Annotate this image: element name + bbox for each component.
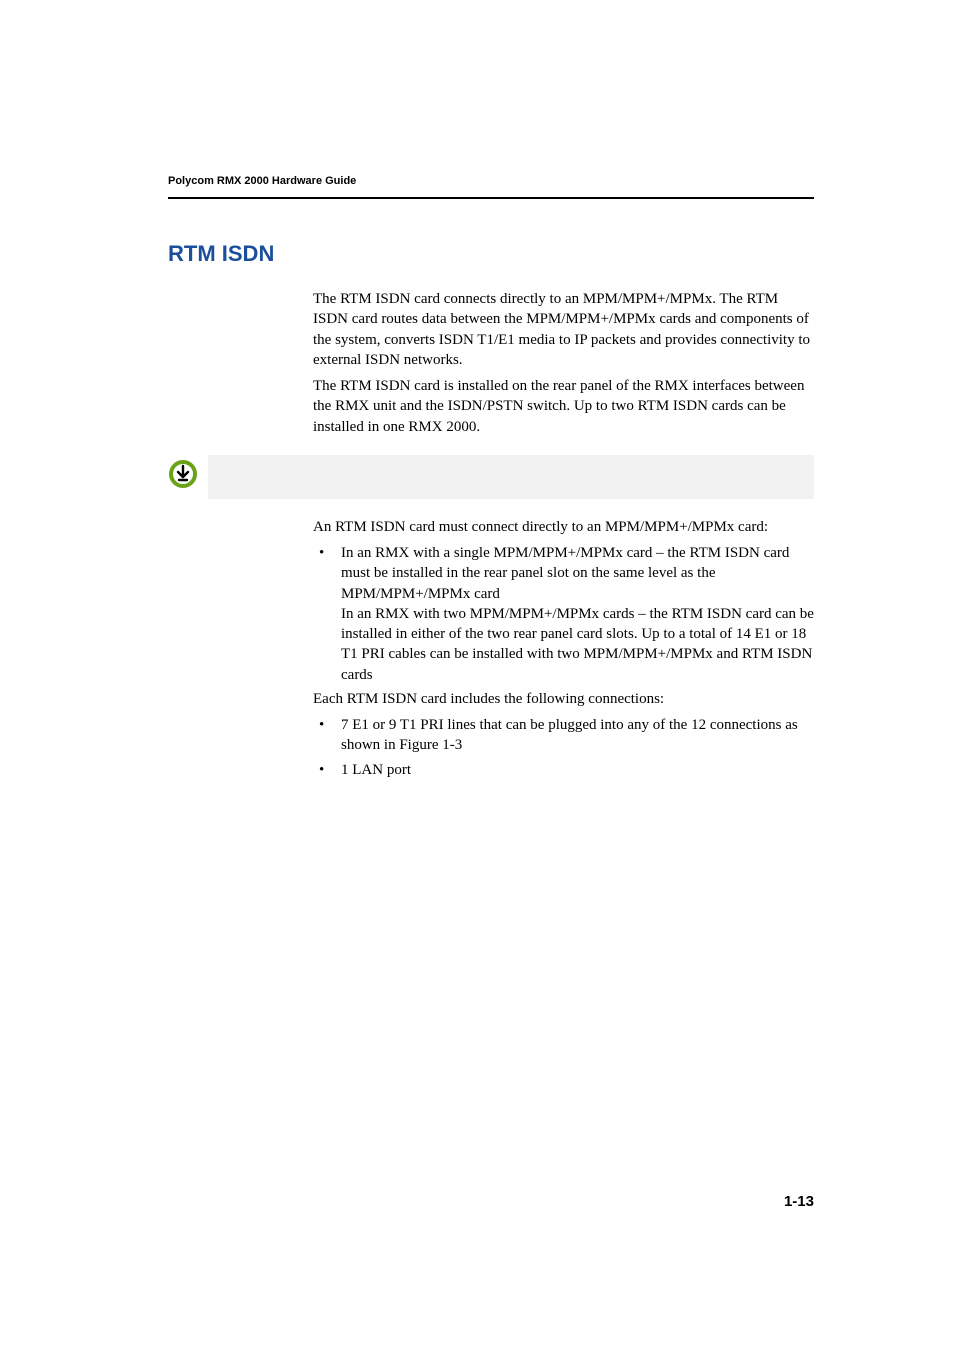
page-container: Polycom RMX 2000 Hardware Guide RTM ISDN…: [0, 0, 954, 780]
note-row: [168, 455, 814, 499]
body-region: The RTM ISDN card connects directly to a…: [313, 289, 814, 780]
paragraph-3: An RTM ISDN card must connect directly t…: [313, 517, 814, 537]
list-item: 1 LAN port: [313, 760, 814, 780]
section-title: RTM ISDN: [168, 241, 814, 267]
header-rule: [168, 197, 814, 199]
paragraph-4: Each RTM ISDN card includes the followin…: [313, 689, 814, 709]
bullet-list-2: 7 E1 or 9 T1 PRI lines that can be plugg…: [313, 715, 814, 780]
page-number: 1-13: [784, 1193, 814, 1210]
paragraph-2: The RTM ISDN card is installed on the re…: [313, 376, 814, 437]
list-item: 7 E1 or 9 T1 PRI lines that can be plugg…: [313, 715, 814, 756]
note-icon: [168, 459, 198, 489]
running-header: Polycom RMX 2000 Hardware Guide: [168, 175, 814, 187]
list-item: In an RMX with a single MPM/MPM+/MPMx ca…: [313, 543, 814, 685]
note-band: [208, 455, 814, 499]
paragraph-1: The RTM ISDN card connects directly to a…: [313, 289, 814, 370]
bullet-list-1: In an RMX with a single MPM/MPM+/MPMx ca…: [313, 543, 814, 685]
note-icon-cell: [168, 455, 208, 494]
